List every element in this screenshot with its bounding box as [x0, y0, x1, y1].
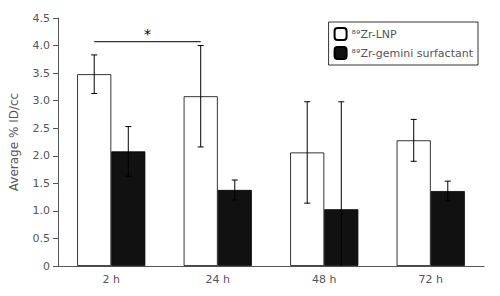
svg-text:0.5: 0.5 — [33, 232, 51, 245]
svg-text:0: 0 — [43, 260, 50, 273]
svg-text:⁸⁹Zr-LNP: ⁸⁹Zr-LNP — [352, 28, 398, 41]
svg-text:24 h: 24 h — [206, 273, 230, 286]
svg-text:4.0: 4.0 — [33, 39, 51, 52]
svg-text:2.0: 2.0 — [33, 149, 51, 162]
svg-text:1.0: 1.0 — [33, 204, 51, 217]
svg-text:⁸⁹Zr-gemini surfactant: ⁸⁹Zr-gemini surfactant — [352, 47, 474, 60]
svg-text:Average % ID/cc: Average % ID/cc — [7, 93, 21, 191]
svg-text:4.5: 4.5 — [33, 12, 51, 25]
svg-text:3.5: 3.5 — [33, 67, 51, 80]
svg-text:1.5: 1.5 — [33, 177, 51, 190]
svg-text:*: * — [144, 26, 151, 42]
svg-text:2 h: 2 h — [103, 273, 120, 286]
svg-text:72 h: 72 h — [419, 273, 443, 286]
svg-text:2.5: 2.5 — [33, 122, 51, 135]
svg-text:3.0: 3.0 — [33, 94, 51, 107]
svg-text:48 h: 48 h — [312, 273, 336, 286]
